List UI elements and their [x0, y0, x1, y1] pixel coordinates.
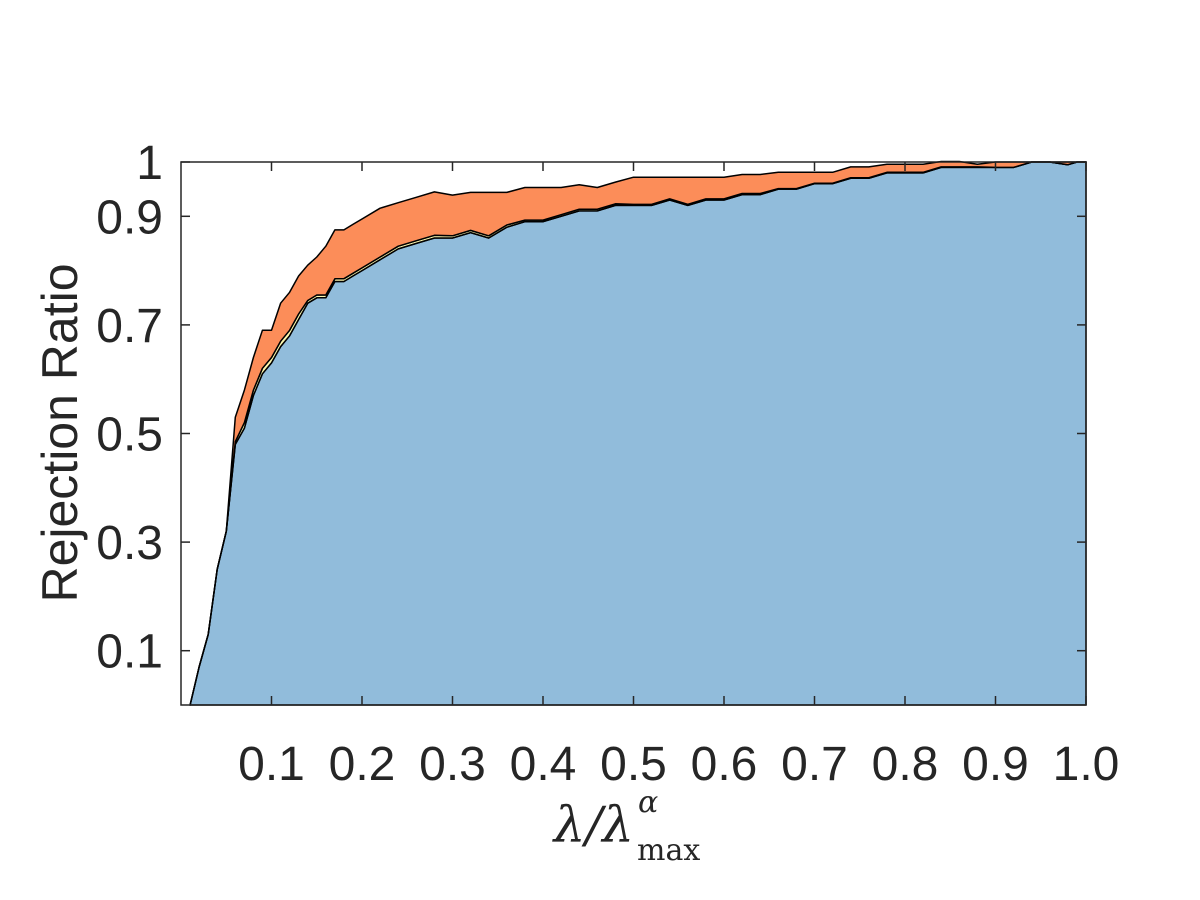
- x-tick-labels: 0.1 0.2 0.3 0.4 0.5 0.6 0.7 0.8 0.9 1.0: [238, 738, 1119, 791]
- x-tick-label: 0.8: [872, 738, 939, 791]
- x-axis-title: λ/λ α max: [552, 785, 701, 868]
- y-tick-label: 0.1: [96, 626, 163, 679]
- x-axis-title-superscript: α: [638, 785, 658, 820]
- x-axis-title-symbol: λ/λ: [552, 796, 634, 854]
- svg-text:λ/λ: λ/λ: [552, 796, 634, 854]
- axis-ticks: [181, 161, 1087, 705]
- x-tick-label: 0.3: [419, 738, 486, 791]
- y-tick-label: 0.9: [96, 191, 163, 244]
- x-tick-label: 0.7: [781, 738, 848, 791]
- y-tick-label: 1: [136, 137, 163, 190]
- y-tick-label: 0.7: [96, 300, 163, 353]
- x-tick-label: 0.1: [238, 738, 305, 791]
- y-tick-label: 0.3: [96, 517, 163, 570]
- y-tick-labels: 0.1 0.3 0.5 0.7 0.91: [96, 137, 163, 679]
- y-tick-label: 0.5: [96, 409, 163, 462]
- x-tick-label: 0.6: [691, 738, 758, 791]
- x-tick-label: 1.0: [1053, 738, 1120, 791]
- x-tick-label: 0.4: [510, 738, 577, 791]
- x-tick-label: 0.5: [600, 738, 667, 791]
- x-axis-title-subscript: max: [637, 833, 700, 868]
- x-tick-label: 0.9: [962, 738, 1029, 791]
- x-tick-label: 0.2: [329, 738, 396, 791]
- y-axis-title: Rejection Ratio: [32, 263, 88, 602]
